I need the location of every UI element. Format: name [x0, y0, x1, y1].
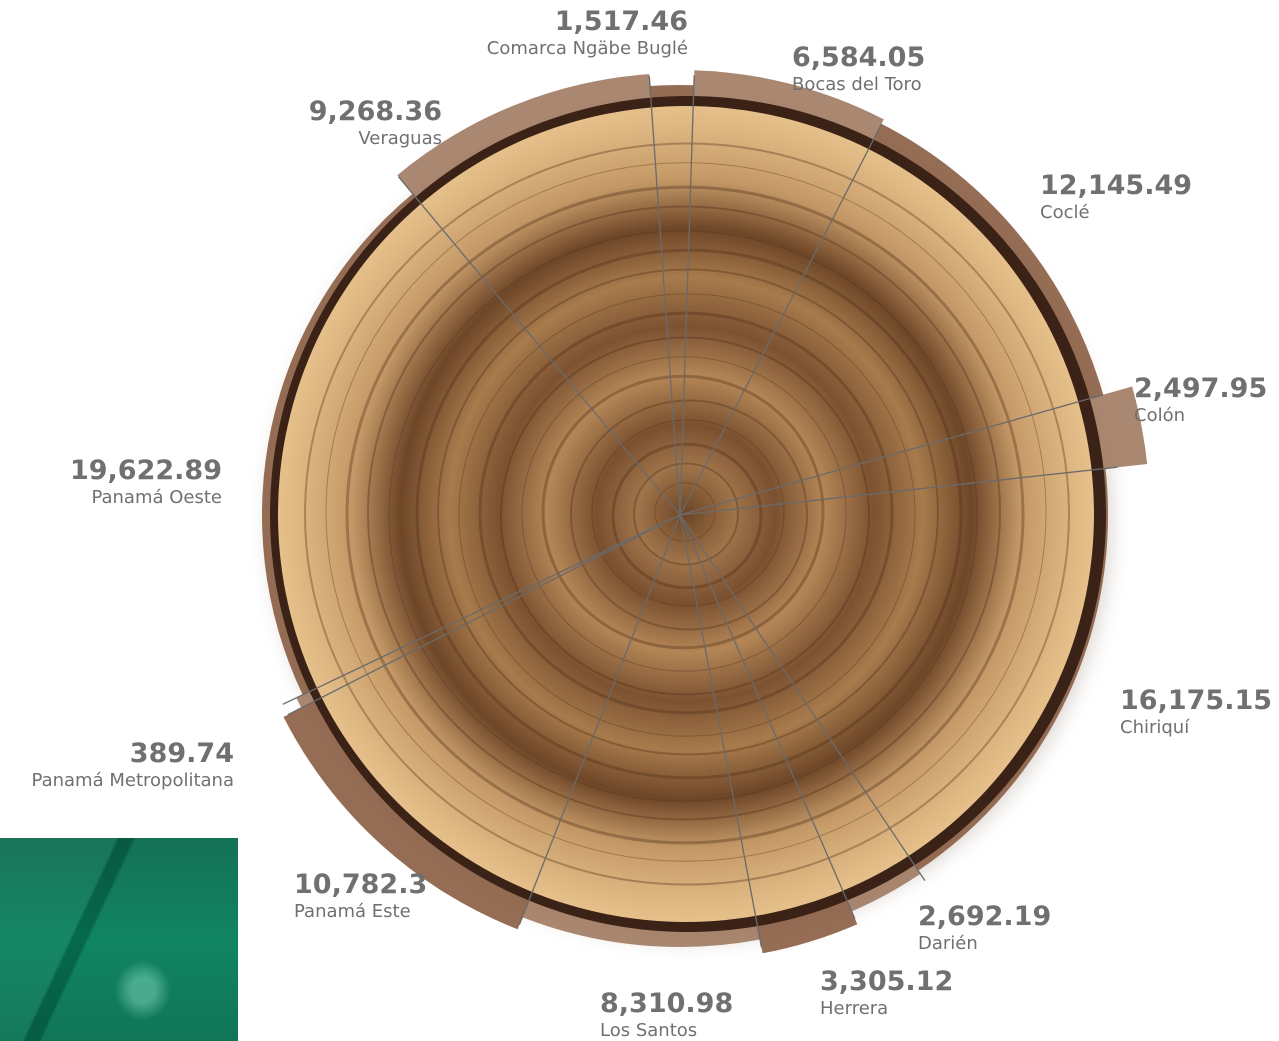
slice-value-label: 12,145.49: [1040, 170, 1192, 201]
slice-divider: [679, 514, 763, 948]
slice-name-label: Bocas del Toro: [792, 74, 922, 95]
growth-ring: [500, 336, 870, 696]
slice-name-label: Veraguas: [358, 128, 442, 149]
growth-ring: [388, 230, 978, 802]
slice-name-label: Herrera: [820, 998, 888, 1019]
growth-ring: [304, 142, 1070, 886]
slice-value-label: 16,175.15: [1120, 685, 1272, 716]
slice-name-label: Coclé: [1040, 202, 1090, 223]
growth-ring: [633, 462, 739, 566]
growth-ring: [541, 374, 825, 650]
slice-divider: [518, 514, 681, 925]
growth-ring: [367, 205, 1001, 821]
growth-ring: [521, 356, 847, 672]
slice-value-label: 3,305.12: [820, 966, 953, 997]
slice-divider: [398, 176, 681, 516]
slice-name-label: Chiriquí: [1120, 717, 1190, 738]
slice-value-label: 10,782.3: [294, 869, 427, 900]
growth-ring: [570, 399, 808, 631]
growth-ring: [345, 185, 1025, 845]
slice-name-label: Darién: [918, 933, 978, 954]
slice-divider: [287, 514, 681, 716]
slice-value-label: 2,692.19: [918, 901, 1051, 932]
slice-divider: [648, 76, 681, 516]
slice-name-label: Los Santos: [600, 1020, 697, 1041]
growth-ring: [325, 162, 1047, 862]
growth-ring: [591, 419, 785, 607]
slice-value-label: 1,517.46: [555, 6, 688, 37]
slice-value-label: 8,310.98: [600, 988, 733, 1019]
slice-value-label: 9,268.36: [309, 96, 442, 127]
slice-name-label: Colón: [1134, 405, 1185, 426]
green-texture-panel: [0, 838, 238, 1041]
slice-dividers: [282, 75, 1118, 948]
slice-divider: [679, 394, 1104, 516]
slice-value-label: 6,584.05: [792, 42, 925, 73]
slice-divider: [679, 466, 1118, 516]
slice-divider: [679, 123, 883, 516]
slice-value-label: 19,622.89: [70, 455, 222, 486]
slice-value-label: 2,497.95: [1134, 373, 1267, 404]
slice-divider: [679, 514, 856, 919]
growth-ring: [611, 442, 763, 590]
slice-name-label: Panamá Metropolitana: [32, 770, 234, 791]
slice-name-label: Comarca Ngäbe Buglé: [487, 38, 688, 59]
slice-name-label: Panamá Este: [294, 901, 411, 922]
slice-name-label: Panamá Oeste: [91, 487, 222, 508]
slice-divider: [679, 514, 926, 881]
slice-divider: [282, 514, 681, 705]
slice-divider: [679, 75, 695, 516]
slice-value-label: 389.74: [130, 738, 234, 769]
